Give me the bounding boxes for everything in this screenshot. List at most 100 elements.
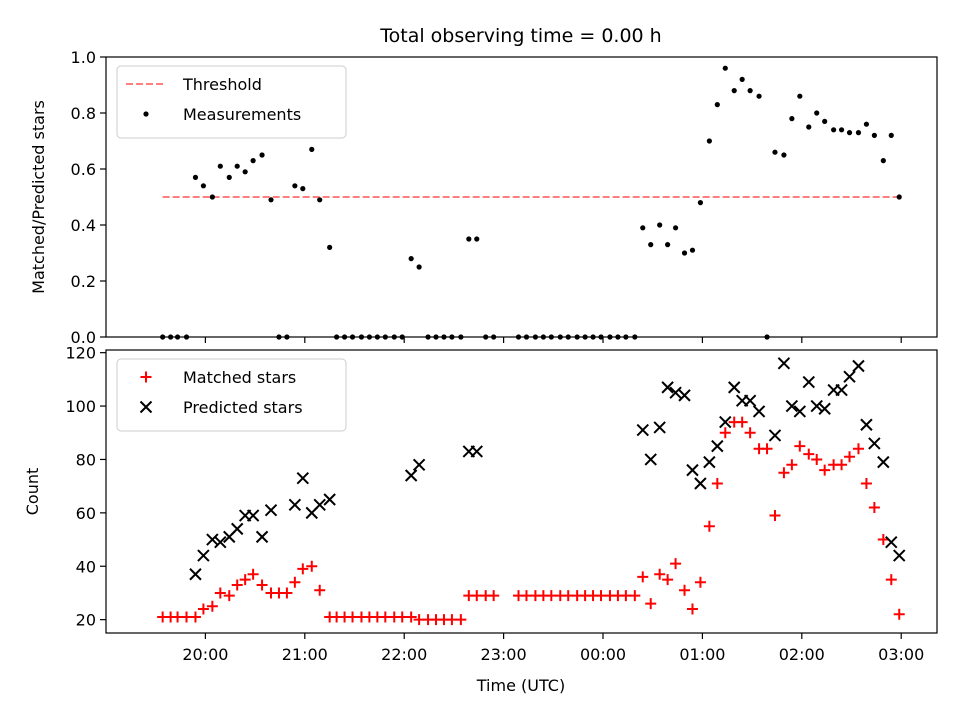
matched-point xyxy=(819,464,831,476)
predicted-point xyxy=(743,394,757,407)
y-tick-label: 0.6 xyxy=(71,160,96,179)
predicted-point xyxy=(802,375,815,389)
legend-label: Threshold xyxy=(182,75,262,94)
legend-predicted-marker xyxy=(139,400,153,414)
legend-box xyxy=(116,358,347,432)
matched-point xyxy=(206,600,218,612)
measurement-point xyxy=(309,146,315,152)
matched-point xyxy=(289,576,301,588)
measurement-point xyxy=(731,88,737,94)
matched-point xyxy=(769,510,781,522)
measurement-point xyxy=(607,334,613,340)
measurement-point xyxy=(349,334,356,340)
legend-box xyxy=(116,65,347,139)
measurement-point xyxy=(623,334,629,340)
matched-point xyxy=(256,579,268,591)
predicted-point xyxy=(810,399,823,413)
predicted-point xyxy=(644,453,657,466)
matched-point xyxy=(223,590,235,602)
matched-point xyxy=(778,467,790,479)
measurement-point xyxy=(706,138,712,144)
measurement-point xyxy=(574,334,580,340)
matched-point xyxy=(761,443,773,455)
matched-point xyxy=(405,611,417,623)
measurement-point xyxy=(399,334,405,340)
measurement-point xyxy=(822,118,828,124)
measurement-point xyxy=(598,334,604,340)
predicted-point xyxy=(703,455,716,469)
measurement-point xyxy=(483,334,489,340)
measurement-point xyxy=(814,110,820,116)
measurement-point xyxy=(366,334,373,340)
matched-point xyxy=(868,502,880,514)
measurement-point xyxy=(871,132,877,138)
measurement-point xyxy=(806,124,812,130)
matched-point xyxy=(836,459,848,471)
legend-matched-marker xyxy=(140,371,152,383)
predicted-point xyxy=(752,405,766,418)
measurement-point xyxy=(192,174,199,180)
matched-point xyxy=(844,451,856,463)
measurement-point xyxy=(831,127,837,133)
x-tick-label: 21:00 xyxy=(282,645,328,664)
matched-point xyxy=(239,574,251,586)
matched-point xyxy=(662,574,674,586)
predicted-point xyxy=(246,509,260,522)
matched-point xyxy=(488,590,500,602)
predicted-point xyxy=(719,415,732,429)
x-tick-label: 00:00 xyxy=(580,645,626,664)
matched-point xyxy=(703,520,715,532)
y-tick-label: 20 xyxy=(76,611,96,630)
matched-point xyxy=(214,587,226,599)
matched-point xyxy=(314,584,326,596)
measurement-point xyxy=(789,116,795,122)
figure-title: Total observing time = 0.00 h xyxy=(379,25,661,47)
matched-point xyxy=(231,579,243,591)
measurement-point xyxy=(855,130,862,136)
matched-point xyxy=(877,534,889,546)
measurement-point xyxy=(242,169,248,175)
measurement-point xyxy=(250,158,256,164)
measurement-point xyxy=(292,183,298,189)
predicted-point xyxy=(893,549,906,562)
predicted-point xyxy=(793,405,807,418)
series-predicted-stars xyxy=(189,357,906,581)
measurement-point xyxy=(433,334,439,340)
predicted-point xyxy=(661,381,674,394)
y-tick-label: 1.0 xyxy=(71,48,96,67)
measurement-point xyxy=(565,334,571,340)
measurement-point xyxy=(672,225,679,231)
predicted-point xyxy=(323,493,336,506)
predicted-point xyxy=(264,503,278,517)
measurement-point xyxy=(268,197,274,203)
predicted-point xyxy=(412,458,426,472)
measurement-point xyxy=(532,334,539,340)
measurement-point xyxy=(234,163,240,169)
predicted-point xyxy=(686,463,699,477)
measurement-point xyxy=(681,250,688,256)
predicted-point xyxy=(818,402,831,415)
legend: Threshold Measurements xyxy=(116,65,347,139)
predicted-point xyxy=(313,498,326,512)
predicted-point xyxy=(885,536,898,549)
matched-point xyxy=(852,443,864,455)
measurement-point xyxy=(458,334,464,340)
measurement-point xyxy=(648,242,654,248)
y-tick-label: 0.4 xyxy=(71,216,96,235)
measurement-point xyxy=(722,65,728,71)
measurement-point xyxy=(689,247,696,253)
y-tick-label: 0.2 xyxy=(71,272,96,291)
measurement-point xyxy=(657,222,663,228)
axes-frame xyxy=(105,349,938,634)
predicted-point xyxy=(669,386,682,399)
matched-point xyxy=(197,603,209,615)
y-tick-label: 120 xyxy=(65,344,96,363)
predicted-point xyxy=(835,383,848,397)
measurement-point xyxy=(590,334,596,340)
legend: Matched stars Predicted stars xyxy=(116,358,347,432)
matched-point xyxy=(645,598,657,610)
y-tick-label: 80 xyxy=(76,450,96,469)
measurement-point xyxy=(756,93,762,99)
matched-point xyxy=(679,584,691,596)
